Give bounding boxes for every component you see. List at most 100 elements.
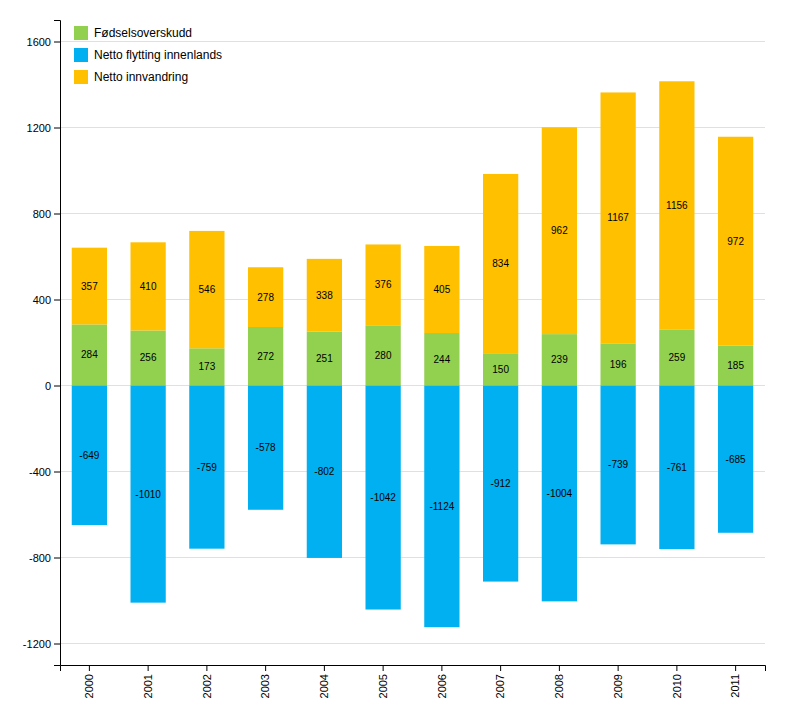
tick: 2009 xyxy=(612,665,624,698)
tick-mark xyxy=(54,214,60,215)
tick-mark xyxy=(500,665,501,671)
tick-label: 2010 xyxy=(671,674,683,698)
tick-mark xyxy=(206,665,207,671)
tick: 2004 xyxy=(318,665,330,698)
tick-mark xyxy=(676,665,677,671)
tick-label: 2001 xyxy=(142,674,154,698)
bar xyxy=(189,231,224,348)
tick-label: 400 xyxy=(33,294,51,306)
data-label: -1004 xyxy=(547,488,573,499)
tick: -800 xyxy=(29,552,60,564)
tick-mark xyxy=(54,386,60,387)
bar xyxy=(307,386,342,558)
tick-mark xyxy=(54,472,60,473)
tick: 2008 xyxy=(553,665,565,698)
tick-mark xyxy=(265,665,266,671)
data-label: 410 xyxy=(140,281,157,292)
bar xyxy=(366,244,401,325)
data-label: 962 xyxy=(551,225,568,236)
tick-mark xyxy=(148,665,149,671)
tick-mark xyxy=(89,665,90,671)
legend-swatch xyxy=(74,48,88,62)
bar xyxy=(131,330,166,385)
bar xyxy=(189,348,224,385)
tick-label: 2009 xyxy=(612,674,624,698)
legend-item: Netto innvandring xyxy=(74,70,188,84)
data-label: 546 xyxy=(199,284,216,295)
tick: 0 xyxy=(45,380,60,392)
bar xyxy=(542,127,577,334)
data-label: 338 xyxy=(316,290,333,301)
tick: 800 xyxy=(33,208,60,220)
tick-label: 2003 xyxy=(259,674,271,698)
data-label: 185 xyxy=(727,360,744,371)
data-label: -578 xyxy=(256,442,276,453)
data-label: 376 xyxy=(375,279,392,290)
tick-mark xyxy=(441,665,442,671)
bar xyxy=(659,386,694,550)
data-label: -685 xyxy=(726,454,746,465)
data-label: -759 xyxy=(197,462,217,473)
bar xyxy=(483,353,518,385)
data-label: 272 xyxy=(257,351,274,362)
tick-label: 1200 xyxy=(27,122,51,134)
tick: 1600 xyxy=(27,36,60,48)
bar xyxy=(307,332,342,386)
legend-label: Netto innvandring xyxy=(94,70,188,84)
bar xyxy=(718,386,753,533)
data-label: -1010 xyxy=(135,489,161,500)
data-label: 280 xyxy=(375,350,392,361)
legend-item: Fødselsoverskudd xyxy=(74,26,192,40)
legend-label: Fødselsoverskudd xyxy=(94,26,192,40)
data-label: 972 xyxy=(727,236,744,247)
tick-mark xyxy=(54,300,60,301)
grid xyxy=(60,42,765,644)
bar xyxy=(307,259,342,332)
bar xyxy=(366,386,401,610)
bar xyxy=(366,325,401,385)
bar xyxy=(72,248,107,325)
tick: 2006 xyxy=(436,665,448,698)
x-axis: 2000200120022003200420052006200720082009… xyxy=(61,665,766,698)
tick-mark xyxy=(54,128,60,129)
data-label: -802 xyxy=(314,466,334,477)
bar xyxy=(424,386,459,628)
tick-label: -800 xyxy=(29,552,51,564)
series xyxy=(72,81,754,353)
tick-mark xyxy=(559,665,560,671)
axis-line xyxy=(54,21,61,666)
data-label: 244 xyxy=(434,354,451,365)
data-label: 278 xyxy=(257,292,274,303)
data-label: 834 xyxy=(492,258,509,269)
tick-mark xyxy=(735,665,736,671)
data-label: 357 xyxy=(81,281,98,292)
data-label: 256 xyxy=(140,352,157,363)
data-label: -739 xyxy=(608,459,628,470)
tick: 400 xyxy=(33,294,60,306)
bar xyxy=(542,334,577,385)
tick-label: 2005 xyxy=(377,674,389,698)
legend-label: Netto flytting innenlands xyxy=(94,48,222,62)
bar xyxy=(601,386,636,545)
tick-mark xyxy=(54,644,60,645)
bar xyxy=(542,386,577,602)
tick-label: 2008 xyxy=(553,674,565,698)
y-axis: -1200-800-400040080012001600 xyxy=(23,21,61,666)
tick-label: 800 xyxy=(33,208,51,220)
tick-label: 0 xyxy=(45,380,51,392)
bar xyxy=(424,246,459,333)
tick-mark xyxy=(54,558,60,559)
tick: 2002 xyxy=(201,665,213,698)
axis-line xyxy=(61,666,766,672)
bar xyxy=(424,333,459,385)
data-label: 259 xyxy=(669,352,686,363)
chart: 284256173272251280244150239196259185-649… xyxy=(0,0,785,725)
bar xyxy=(659,330,694,386)
bar xyxy=(131,242,166,330)
tick-mark xyxy=(324,665,325,671)
tick-label: 2011 xyxy=(729,674,741,698)
grid-line xyxy=(60,41,765,42)
bar xyxy=(659,81,694,330)
bar xyxy=(248,267,283,327)
tick-label: 2000 xyxy=(83,674,95,698)
